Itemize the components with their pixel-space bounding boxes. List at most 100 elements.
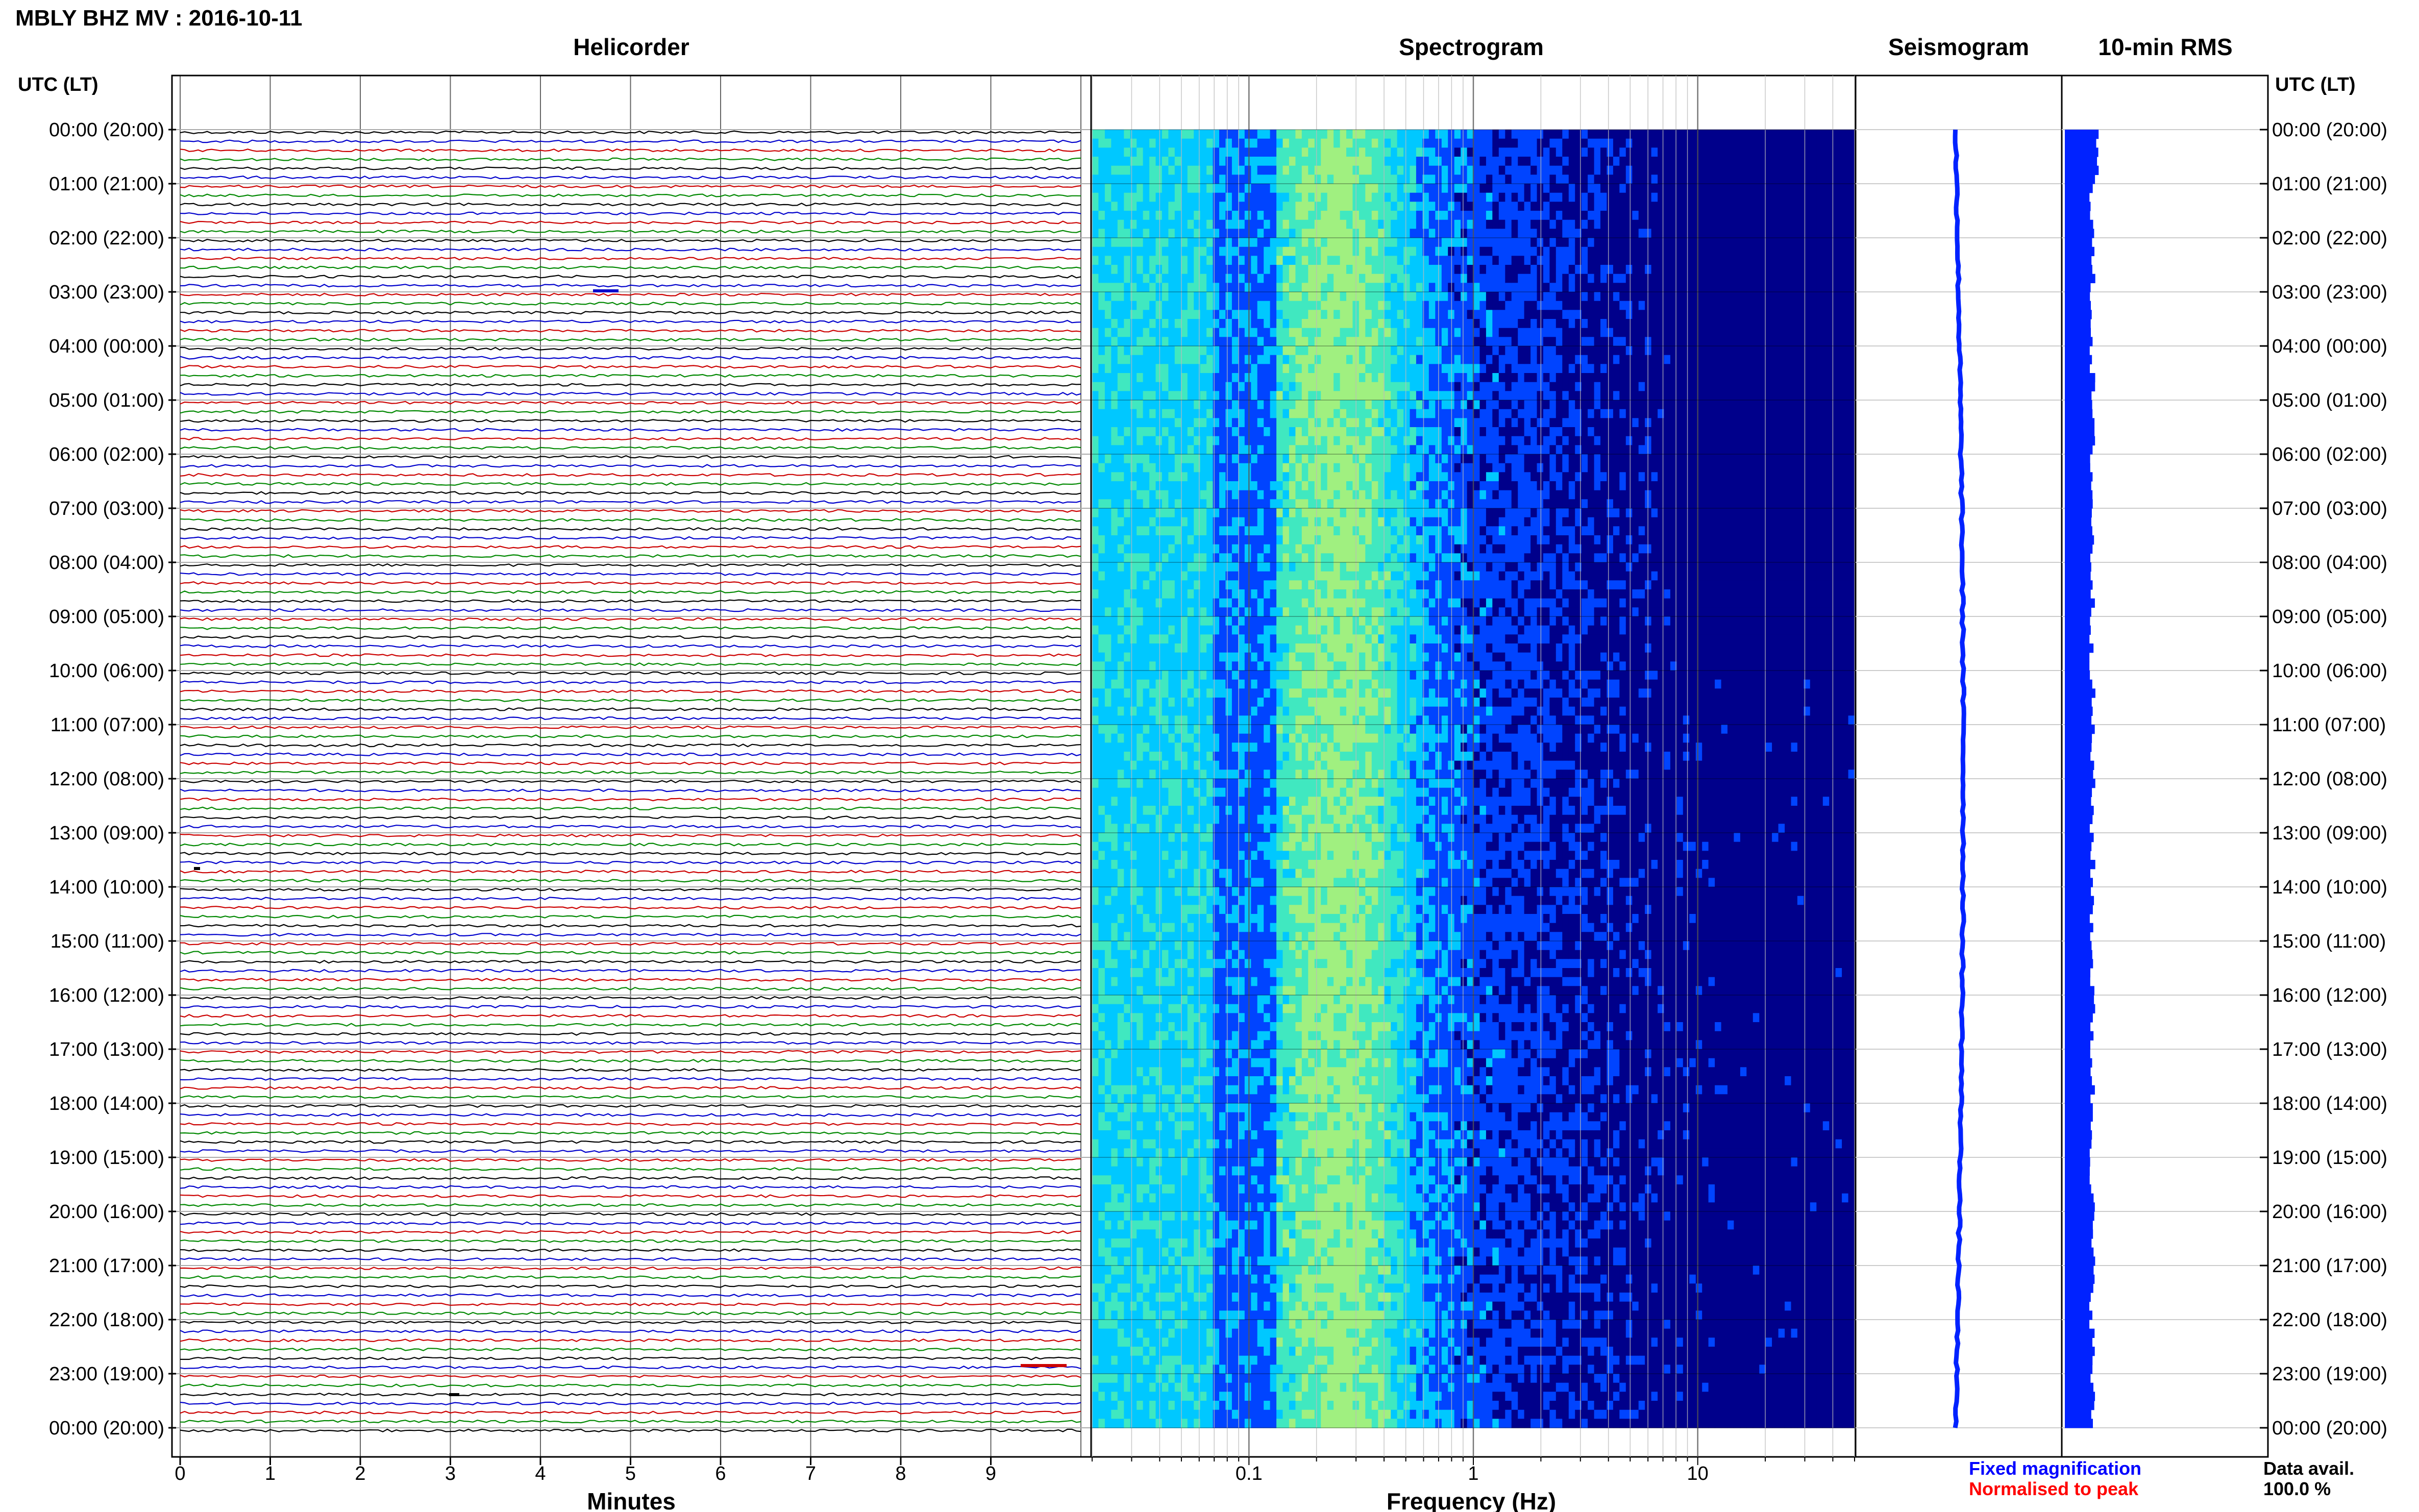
spectrogram-cell [1098,698,1105,707]
spectrogram-cell [1111,1013,1118,1022]
spectrogram-cell [1118,688,1124,698]
spectrogram-cell [1092,905,1099,914]
spectrogram-cell [1245,833,1251,842]
spectrogram-cell [1098,535,1105,544]
spectrogram-cell [1118,526,1124,535]
spectrogram-cell [1130,175,1137,184]
spectrogram-cell [1245,553,1251,562]
spectrogram-cell [1251,238,1257,247]
spectrogram-cell [1225,860,1232,869]
spectrogram-cell [1295,1004,1302,1013]
spectrogram-cell [1270,355,1277,364]
spectrogram-cell [1162,1329,1169,1338]
spectrogram-cell [1098,1401,1105,1410]
spectrogram-cell [1137,824,1143,833]
spectrogram-cell [1232,680,1239,689]
spectrogram-cell [1289,1076,1296,1085]
spectrogram-cell [1251,1049,1257,1058]
spectrogram-cell [1175,1194,1181,1203]
spectrogram-cell [1111,202,1118,211]
spectrogram-cell [1276,1040,1283,1049]
spectrogram-cell [1137,1022,1143,1031]
spectrogram-cell [1270,616,1277,626]
spectrogram-cell [1225,626,1232,635]
spectrogram-cell [1289,653,1296,662]
spectrogram-cell [1168,1013,1175,1022]
spectrogram-cell [1098,896,1105,905]
spectrogram-cell [1137,671,1143,680]
spectrogram-cell [1098,626,1105,635]
spectrogram-cell [1130,914,1137,923]
spectrogram-cell [1251,914,1257,923]
spectrogram-cell [1200,1157,1207,1167]
spectrogram-cell [1149,1347,1156,1356]
spectrogram-cell [1111,220,1118,229]
spectrogram-cell [1200,364,1207,373]
spectrogram-cell [1143,599,1150,608]
spectrogram-cell [1289,599,1296,608]
spectrogram-cell [1238,472,1245,481]
spectrogram-cell [1188,607,1194,616]
spectrogram-cell [1257,806,1264,815]
spectrogram-cell [1124,671,1130,680]
spectrogram-cell [1118,1167,1124,1176]
spectrogram-cell [1257,653,1264,662]
spectrogram-cell [1225,688,1232,698]
spectrogram-cell [1276,211,1283,220]
spectrogram-cell [1143,1374,1150,1383]
spectrogram-cell [1181,1194,1188,1203]
spectrogram-cell [1188,481,1194,490]
spectrogram-cell [1175,175,1181,184]
spectrogram-cell [1175,157,1181,166]
spectrogram-cell [1149,355,1156,364]
spectrogram-cell [1264,274,1270,283]
spectrogram-cell [1200,1167,1207,1176]
spectrogram-cell [1225,337,1232,346]
spectrogram-cell [1225,734,1232,743]
spectrogram-cell [1295,139,1302,148]
spectrogram-cell [1105,851,1112,860]
spectrogram-cell [1137,481,1143,490]
spectrogram-cell [1295,616,1302,626]
spectrogram-cell [1276,157,1283,166]
spectrogram-cell [1175,878,1181,887]
spectrogram-cell [1149,193,1156,202]
spectrogram-cell [1111,355,1118,364]
spectrogram-cell [1162,1374,1169,1383]
spectrogram-cell [1105,382,1112,391]
spectrogram-cell [1200,175,1207,184]
spectrogram-cell [1283,580,1290,589]
spectrogram-cell [1143,680,1150,689]
spectrogram-cell [1162,1337,1169,1347]
spectrogram-cell [1098,382,1105,391]
spectrogram-cell [1105,481,1112,490]
spectrogram-cell [1092,572,1099,581]
spectrogram-cell [1156,626,1163,635]
spectrogram-cell [1302,211,1309,220]
spectrogram-cell [1162,1139,1169,1149]
spectrogram-cell [1225,752,1232,761]
spectrogram-cell [1105,346,1112,355]
spectrogram-cell [1162,1347,1169,1356]
spectrogram-cell [1175,1221,1181,1230]
spectrogram-cell [1092,860,1099,869]
spectrogram-cell [1105,1293,1112,1302]
spectrogram-cell [1276,1365,1283,1374]
spectrogram-cell [1156,301,1163,310]
spectrogram-cell [1200,725,1207,734]
spectrogram-cell [1206,220,1213,229]
spectrogram-cell [1092,977,1099,986]
spectrogram-cell [1245,418,1251,427]
spectrogram-cell [1124,977,1130,986]
spectrogram-cell [1092,508,1099,517]
spectrogram-cell [1289,409,1296,418]
spectrogram-cell [1295,1211,1302,1221]
spectrogram-cell [1219,328,1226,337]
spectrogram-cell [1251,1419,1257,1428]
spectrogram-cell [1295,1040,1302,1049]
spectrogram-cell [1225,418,1232,427]
spectrogram-cell [1219,517,1226,527]
spectrogram-cell [1276,824,1283,833]
spectrogram-cell [1270,1221,1277,1230]
spectrogram-cell [1162,616,1169,626]
